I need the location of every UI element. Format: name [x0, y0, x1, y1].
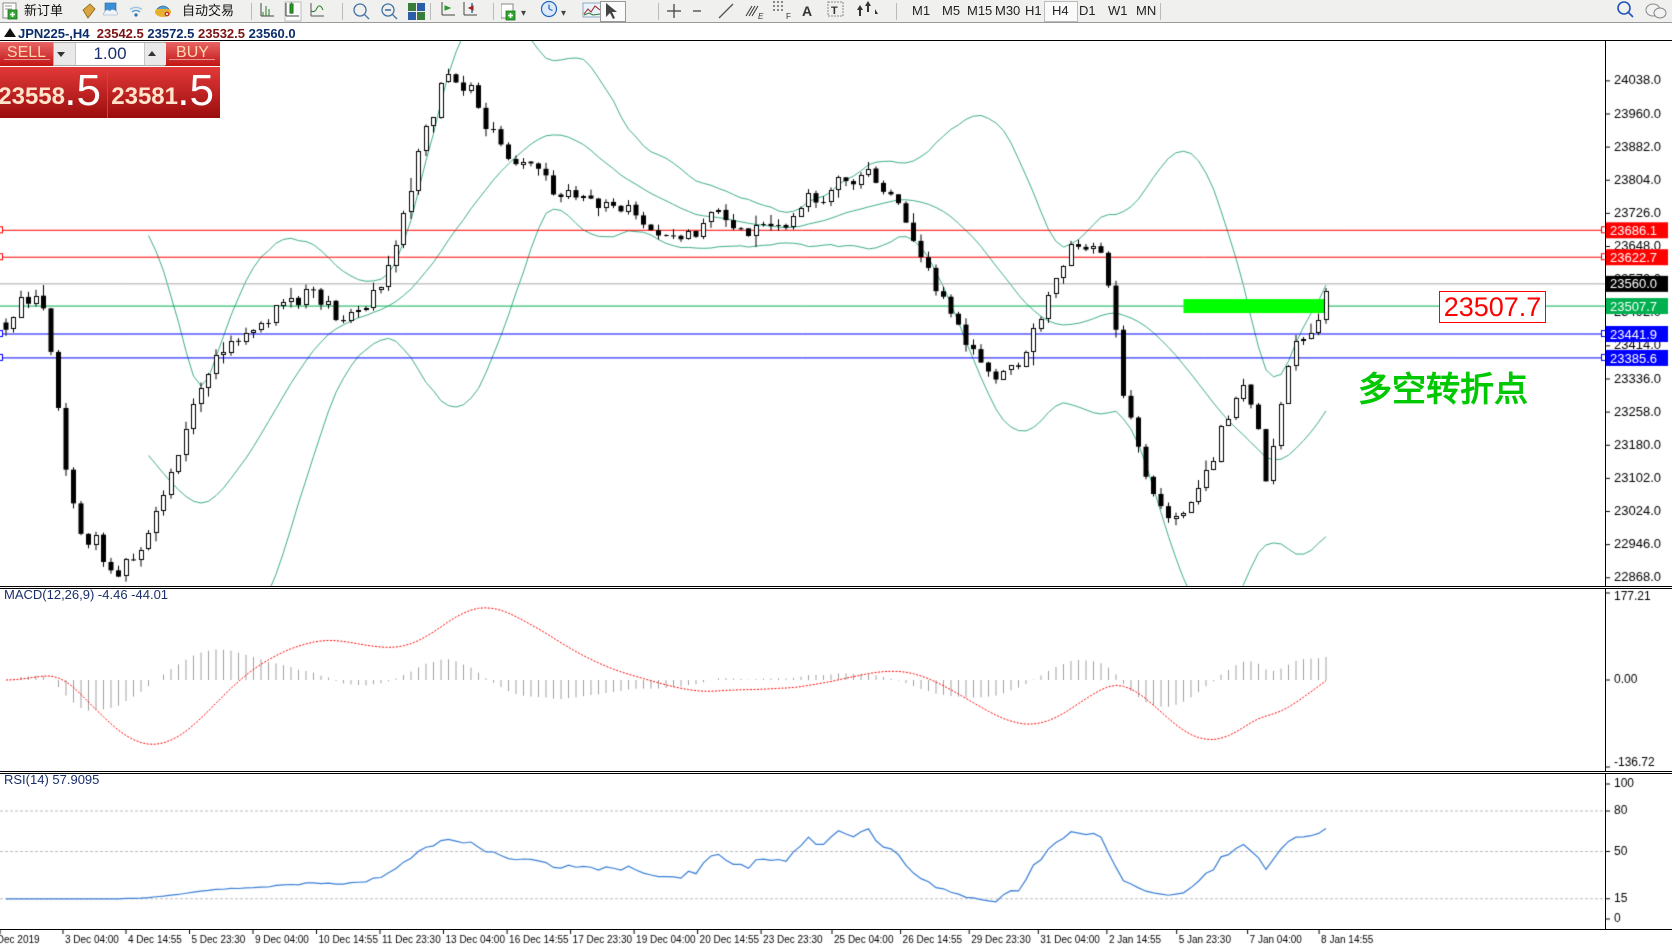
svg-text:▾: ▾: [561, 8, 566, 19]
svg-text:▾: ▾: [521, 8, 526, 19]
svg-text:A: A: [802, 3, 812, 19]
svg-text:T: T: [831, 5, 838, 17]
svg-text:新订单: 新订单: [24, 3, 63, 18]
svg-text:自动交易: 自动交易: [182, 3, 234, 18]
svg-text:F: F: [786, 12, 791, 21]
svg-text:E: E: [758, 12, 764, 21]
